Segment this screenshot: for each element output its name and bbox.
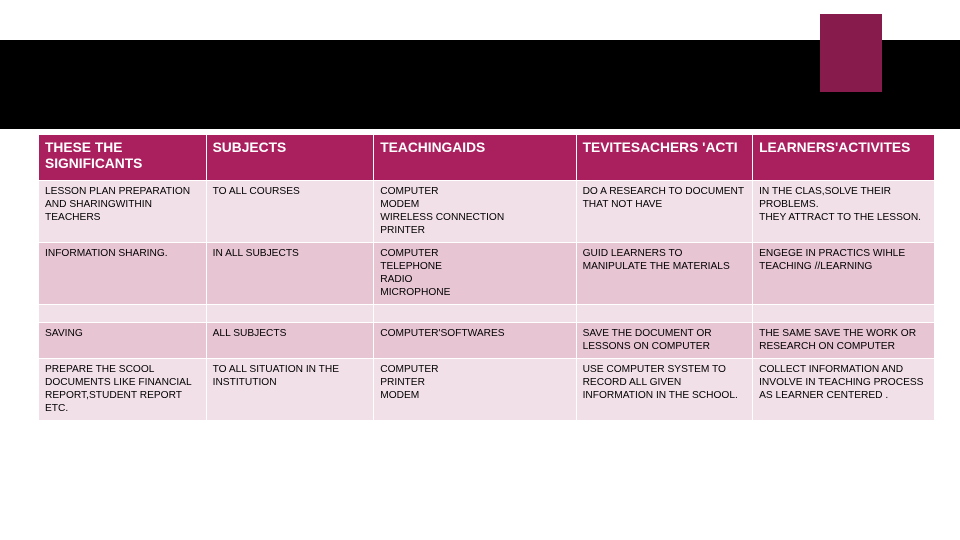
cell: GUID LEARNERS TO MANIPULATE THE MATERIAL… [577,243,753,305]
table-row [39,305,934,323]
cell [753,305,934,323]
cell: DO A RESEARCH TO DOCUMENT THAT NOT HAVE [577,181,753,243]
slide-title: HOW ICT SUPPORTS TRADITIONAL PEDAGOGY [110,95,910,128]
table-row: PREPARE THE SCOOL DOCUMENTS LIKE FINANCI… [39,359,934,421]
cell: IN THE CLAS,SOLVE THEIR PROBLEMS.THEY AT… [753,181,934,243]
cell: PREPARE THE SCOOL DOCUMENTS LIKE FINANCI… [39,359,206,421]
cell [39,305,206,323]
cell: SAVE THE DOCUMENT OR LESSONS ON COMPUTER [577,323,753,359]
col-header: TEVITESACHERS 'ACTI [577,135,753,181]
col-header: THESE THE SIGNIFICANTS [39,135,206,181]
cell: SAVING [39,323,206,359]
table-row: SAVING ALL SUBJECTS COMPUTER'SOFTWARES S… [39,323,934,359]
cell: COMPUTER'SOFTWARES [374,323,575,359]
cell: COMPUTERMODEMWIRELESS CONNECTIONPRINTER [374,181,575,243]
accent-box [820,14,882,92]
col-header: LEARNERS'ACTIVITES [753,135,934,181]
cell: ALL SUBJECTS [207,323,374,359]
table-row: INFORMATION SHARING. IN ALL SUBJECTS COM… [39,243,934,305]
cell: COMPUTERTELEPHONERADIOMICROPHONE [374,243,575,305]
table-body: LESSON PLAN PREPARATION AND SHARINGWITHI… [39,181,934,422]
cell: THE SAME SAVE THE WORK OR RESEARCH ON CO… [753,323,934,359]
table-container: THESE THE SIGNIFICANTS SUBJECTS TEACHING… [38,135,935,421]
table-row: LESSON PLAN PREPARATION AND SHARINGWITHI… [39,181,934,243]
cell [577,305,753,323]
cell: TO ALL COURSES [207,181,374,243]
cell: TO ALL SITUATION IN THE INSTITUTION [207,359,374,421]
slide: HOW ICT SUPPORTS TRADITIONAL PEDAGOGY TH… [0,0,960,540]
cell: USE COMPUTER SYSTEM TO RECORD ALL GIVEN … [577,359,753,421]
cell: IN ALL SUBJECTS [207,243,374,305]
ict-table: THESE THE SIGNIFICANTS SUBJECTS TEACHING… [38,135,935,421]
cell: COMPUTERPRINTERMODEM [374,359,575,421]
col-header: SUBJECTS [207,135,374,181]
cell: COLLECT INFORMATION AND INVOLVE IN TEACH… [753,359,934,421]
table-header-row: THESE THE SIGNIFICANTS SUBJECTS TEACHING… [39,135,934,181]
cell [374,305,575,323]
cell: LESSON PLAN PREPARATION AND SHARINGWITHI… [39,181,206,243]
col-header: TEACHINGAIDS [374,135,575,181]
cell [207,305,374,323]
cell: ENGEGE IN PRACTICS WIHLE TEACHING //LEAR… [753,243,934,305]
cell: INFORMATION SHARING. [39,243,206,305]
